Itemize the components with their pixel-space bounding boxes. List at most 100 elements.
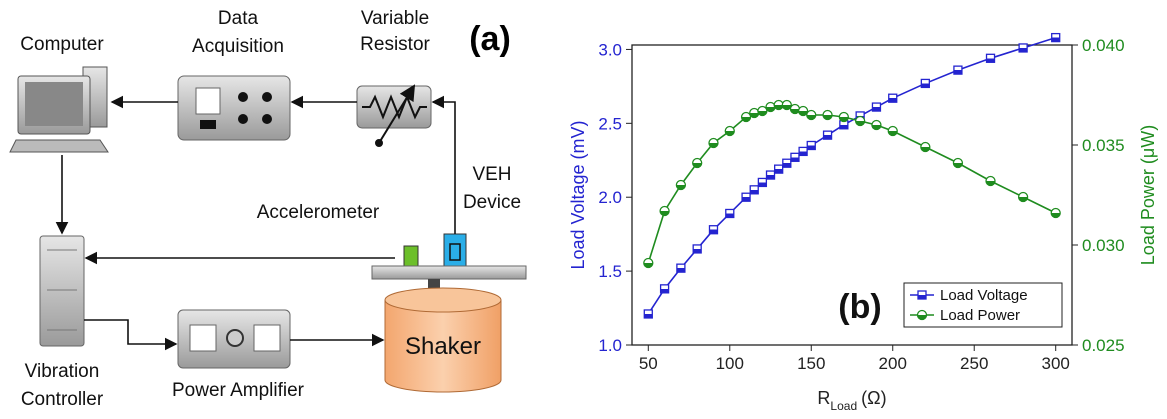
node-label: Accelerometer xyxy=(257,202,380,223)
amp-knob xyxy=(226,329,244,347)
amp-panel xyxy=(189,324,217,352)
x-axis-label: RLoad (Ω) xyxy=(817,388,886,413)
x-label-unit: (Ω) xyxy=(861,388,886,408)
resistor-arrow xyxy=(378,84,416,144)
daq-knob xyxy=(238,92,248,102)
marker xyxy=(643,257,654,269)
node-label: Power Amplifier xyxy=(172,380,305,401)
marker xyxy=(1018,43,1028,53)
y-axis-label: Load Voltage (mV) xyxy=(568,120,588,269)
marker xyxy=(806,140,816,151)
marker xyxy=(676,263,686,273)
controller xyxy=(39,235,85,347)
x-tick-label: 250 xyxy=(960,354,988,373)
marker xyxy=(888,93,898,103)
platform xyxy=(371,265,527,280)
y-tick-label: 1.0 xyxy=(598,336,622,355)
marker xyxy=(708,137,719,149)
marker xyxy=(917,290,927,300)
y-tick-label: 1.5 xyxy=(598,262,622,281)
x-tick-label: 150 xyxy=(797,354,825,373)
x-tick-label: 50 xyxy=(639,354,658,373)
resistor-zigzag xyxy=(362,94,427,120)
node-label: Vibration xyxy=(25,361,100,382)
keyboard xyxy=(9,139,109,153)
veh-device xyxy=(443,233,467,269)
y2-axis-label: Load Power (μW) xyxy=(1138,125,1158,265)
x-tick-label: 300 xyxy=(1042,354,1070,373)
chart: 50 100 150 200 250 300 1.0 1.5 2.0 2.5 3.0 0.025 0.0… xyxy=(568,32,1158,413)
marker xyxy=(757,105,768,117)
screen xyxy=(25,82,83,126)
y2-tick-label: 0.025 xyxy=(1082,336,1125,355)
y2-tick-label: 0.035 xyxy=(1082,136,1125,155)
panel-label: (a) xyxy=(469,20,511,58)
marker xyxy=(781,99,792,111)
y-tick-label: 3.0 xyxy=(598,40,622,59)
marker xyxy=(916,309,928,321)
marker xyxy=(741,192,751,202)
x-label-sub: Load xyxy=(830,399,857,413)
veh-inner xyxy=(449,243,461,261)
marker xyxy=(797,105,809,117)
resistor-dot xyxy=(375,139,383,147)
daq-slot xyxy=(200,120,216,129)
y-tick-label: 2.5 xyxy=(598,114,622,133)
node-label: Acquisition xyxy=(192,36,284,57)
diagram: (a) Computer Data Acquisition Variable R… xyxy=(9,8,527,410)
daq-screen xyxy=(195,87,221,115)
marker xyxy=(952,157,964,169)
marker xyxy=(774,164,784,174)
marker xyxy=(659,205,670,217)
marker xyxy=(790,152,800,162)
marker xyxy=(985,53,996,63)
legend-label: Load Power xyxy=(940,307,1020,324)
marker xyxy=(675,179,687,191)
node-label: Data xyxy=(218,8,259,29)
marker xyxy=(692,157,703,169)
plot-frame xyxy=(631,44,1073,346)
marker xyxy=(643,309,653,319)
series-line xyxy=(647,36,1056,315)
arrow xyxy=(431,95,456,234)
marker xyxy=(806,109,817,121)
marker xyxy=(740,111,752,123)
marker xyxy=(887,125,898,137)
y-tick-label: 2.0 xyxy=(598,188,622,207)
daq-knob xyxy=(262,92,272,102)
shaker-top xyxy=(384,287,502,313)
node-label: Shaker xyxy=(405,333,481,360)
annotation: (b) xyxy=(838,288,881,326)
y2-tick-label: 0.040 xyxy=(1082,36,1125,55)
marker xyxy=(692,244,702,254)
marker xyxy=(782,158,792,168)
arrow xyxy=(84,319,178,351)
node-label: Controller xyxy=(21,389,104,410)
x-label-main: R xyxy=(817,388,830,408)
marker xyxy=(708,225,719,235)
shaker xyxy=(384,299,502,393)
marker xyxy=(920,141,931,153)
y2-tick-label: 0.030 xyxy=(1082,236,1125,255)
node-label: Resistor xyxy=(360,34,430,55)
marker xyxy=(871,119,882,131)
node-label: VEH xyxy=(472,164,511,185)
amp-panel xyxy=(253,324,281,352)
daq-box xyxy=(177,75,291,141)
marker xyxy=(1051,32,1061,43)
marker xyxy=(854,115,866,127)
marker xyxy=(871,102,882,112)
accelerometer xyxy=(403,245,419,267)
node-label: Computer xyxy=(20,34,104,55)
marker xyxy=(765,170,776,180)
node-label: Device xyxy=(463,192,521,213)
marker xyxy=(985,175,996,187)
x-tick-label: 100 xyxy=(716,354,744,373)
marker xyxy=(953,65,963,75)
marker xyxy=(1017,191,1029,203)
daq-knob xyxy=(262,114,272,124)
marker xyxy=(749,185,759,195)
legend-box xyxy=(903,282,1063,328)
legend-label: Load Voltage xyxy=(940,287,1028,304)
